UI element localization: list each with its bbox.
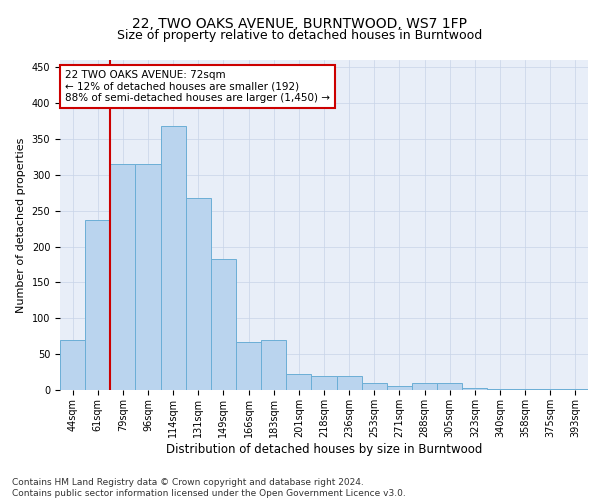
Text: 22, TWO OAKS AVENUE, BURNTWOOD, WS7 1FP: 22, TWO OAKS AVENUE, BURNTWOOD, WS7 1FP bbox=[133, 18, 467, 32]
Bar bbox=[60, 340, 85, 390]
Bar bbox=[186, 198, 211, 390]
Bar bbox=[211, 260, 236, 390]
Y-axis label: Number of detached properties: Number of detached properties bbox=[16, 138, 26, 312]
Bar bbox=[110, 164, 136, 390]
Bar bbox=[362, 383, 387, 390]
Bar bbox=[337, 376, 362, 390]
Bar bbox=[161, 126, 186, 390]
Bar bbox=[286, 374, 311, 390]
Bar bbox=[136, 164, 161, 390]
Bar bbox=[387, 386, 412, 390]
Text: Contains HM Land Registry data © Crown copyright and database right 2024.
Contai: Contains HM Land Registry data © Crown c… bbox=[12, 478, 406, 498]
Bar bbox=[412, 383, 437, 390]
Bar bbox=[236, 342, 261, 390]
Bar bbox=[311, 376, 337, 390]
Bar bbox=[261, 340, 286, 390]
Bar bbox=[437, 383, 462, 390]
X-axis label: Distribution of detached houses by size in Burntwood: Distribution of detached houses by size … bbox=[166, 442, 482, 456]
Bar bbox=[462, 388, 487, 390]
Text: Size of property relative to detached houses in Burntwood: Size of property relative to detached ho… bbox=[118, 29, 482, 42]
Bar bbox=[85, 220, 110, 390]
Text: 22 TWO OAKS AVENUE: 72sqm
← 12% of detached houses are smaller (192)
88% of semi: 22 TWO OAKS AVENUE: 72sqm ← 12% of detac… bbox=[65, 70, 330, 103]
